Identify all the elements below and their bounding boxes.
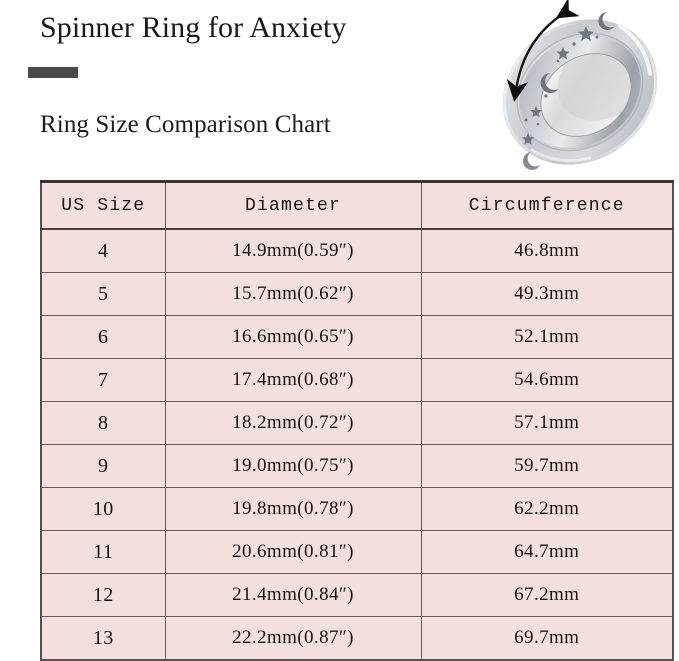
table-row: 11 20.6mm(0.81″) 64.7mm [40, 530, 674, 574]
cell-us-size: 8 [40, 401, 166, 445]
cell-us-size: 7 [40, 358, 166, 402]
cell-diameter: 21.4mm(0.84″) [164, 573, 422, 617]
cell-circumference: 46.8mm [420, 228, 674, 273]
column-header-diameter: Diameter [164, 181, 422, 230]
ring-size-table-container: US Size Diameter Circumference 4 14.9mm(0… [40, 180, 674, 661]
cell-us-size: 5 [40, 272, 166, 316]
spinner-ring-photo [470, 0, 679, 178]
page-subtitle: Ring Size Comparison Chart [40, 111, 331, 138]
cell-circumference: 59.7mm [420, 444, 674, 488]
page-title: Spinner Ring for Anxiety [40, 11, 347, 44]
cell-diameter: 19.0mm(0.75″) [164, 444, 422, 488]
table-row: 4 14.9mm(0.59″) 46.8mm [40, 228, 674, 273]
table-row: 10 19.8mm(0.78″) 62.2mm [40, 487, 674, 531]
cell-diameter: 14.9mm(0.59″) [164, 228, 422, 273]
cell-circumference: 64.7mm [420, 530, 674, 574]
table-row: 7 17.4mm(0.68″) 54.6mm [40, 358, 674, 402]
cell-circumference: 67.2mm [420, 573, 674, 617]
cell-us-size: 11 [40, 530, 166, 574]
cell-circumference: 52.1mm [420, 315, 674, 359]
table-row: 6 16.6mm(0.65″) 52.1mm [40, 315, 674, 359]
column-header-us-size: US Size [40, 181, 166, 230]
table-row: 13 22.2mm(0.87″) 69.7mm [40, 616, 674, 661]
table-row: 5 15.7mm(0.62″) 49.3mm [40, 272, 674, 316]
cell-us-size: 12 [40, 573, 166, 617]
column-header-circumference: Circumference [420, 181, 674, 230]
table-row: 9 19.0mm(0.75″) 59.7mm [40, 444, 674, 488]
cell-us-size: 13 [40, 616, 166, 661]
cell-circumference: 57.1mm [420, 401, 674, 445]
cell-circumference: 69.7mm [420, 616, 674, 661]
cell-diameter: 22.2mm(0.87″) [164, 616, 422, 661]
cell-diameter: 15.7mm(0.62″) [164, 272, 422, 316]
table-header-row: US Size Diameter Circumference [40, 181, 674, 230]
cell-diameter: 17.4mm(0.68″) [164, 358, 422, 402]
cell-diameter: 20.6mm(0.81″) [164, 530, 422, 574]
cell-circumference: 62.2mm [420, 487, 674, 531]
cell-circumference: 54.6mm [420, 358, 674, 402]
table-row: 12 21.4mm(0.84″) 67.2mm [40, 573, 674, 617]
cell-us-size: 4 [40, 228, 166, 273]
table-row: 8 18.2mm(0.72″) 57.1mm [40, 401, 674, 445]
rotation-arrow-icon [506, 0, 580, 102]
cell-us-size: 9 [40, 444, 166, 488]
cell-diameter: 16.6mm(0.65″) [164, 315, 422, 359]
title-accent-bar [28, 67, 78, 78]
cell-us-size: 6 [40, 315, 166, 359]
cell-diameter: 19.8mm(0.78″) [164, 487, 422, 531]
ring-size-table: US Size Diameter Circumference 4 14.9mm(0… [40, 180, 674, 661]
cell-circumference: 49.3mm [420, 272, 674, 316]
cell-diameter: 18.2mm(0.72″) [164, 401, 422, 445]
header-block: Spinner Ring for Anxiety Ring Size Compa… [0, 0, 470, 175]
cell-us-size: 10 [40, 487, 166, 531]
